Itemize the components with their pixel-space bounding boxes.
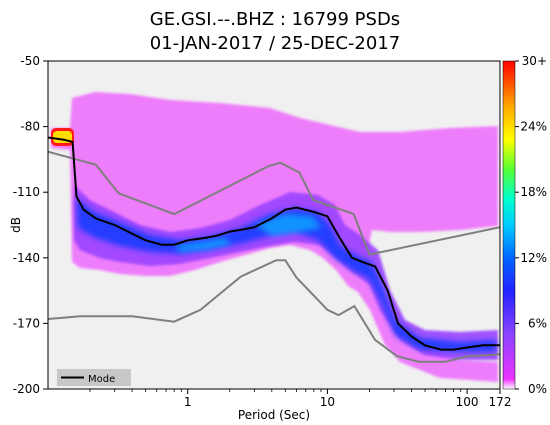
plot-area xyxy=(48,61,500,389)
legend-box xyxy=(57,369,131,386)
chart-title-line2: 01-JAN-2017 / 25-DEC-2017 xyxy=(150,33,401,54)
legend-mode-label: Mode xyxy=(88,374,115,385)
y-axis: -50 -80 -110 -140 -170 -200 xyxy=(13,54,48,396)
legend: Mode xyxy=(57,369,131,386)
plot-frame xyxy=(47,60,501,390)
colorbar xyxy=(502,60,516,390)
colorbar-tick-label: 6% xyxy=(528,316,547,330)
psd-density-blue xyxy=(76,198,496,352)
y-tick-label: -50 xyxy=(20,54,40,68)
colorbar-tick-label: 12% xyxy=(520,251,547,265)
mode-line xyxy=(48,136,500,351)
high-noise-model-line xyxy=(48,150,500,256)
y-tick-label: -110 xyxy=(13,185,40,199)
y-tick-label: -170 xyxy=(13,316,40,330)
colorbar-ticks: 0% 6% 12% 18% 24% 30+ xyxy=(515,54,547,396)
y-tick-label: -80 xyxy=(20,120,40,134)
y-tick-label: -200 xyxy=(13,382,40,396)
x-tick-label: 10 xyxy=(320,395,335,409)
y-tick-label: -140 xyxy=(13,251,40,265)
y-axis-label: dB xyxy=(9,217,23,233)
colorbar-tick-label: 24% xyxy=(520,120,547,134)
x-axis: 1 10 100 172 xyxy=(89,389,512,409)
x-tick-label: 172 xyxy=(489,395,512,409)
x-axis-label: Period (Sec) xyxy=(238,408,310,422)
x-tick-label: 100 xyxy=(456,395,479,409)
colorbar-tick-label: 18% xyxy=(520,185,547,199)
psd-density-cyan xyxy=(175,214,322,252)
x-tick-label: 1 xyxy=(184,395,192,409)
chart-title-line1: GE.GSI.--.BHZ : 16799 PSDs xyxy=(150,9,400,30)
colorbar-tick-label: 30+ xyxy=(522,54,547,68)
low-noise-model-line xyxy=(48,259,500,363)
colorbar-tick-label: 0% xyxy=(528,382,547,396)
